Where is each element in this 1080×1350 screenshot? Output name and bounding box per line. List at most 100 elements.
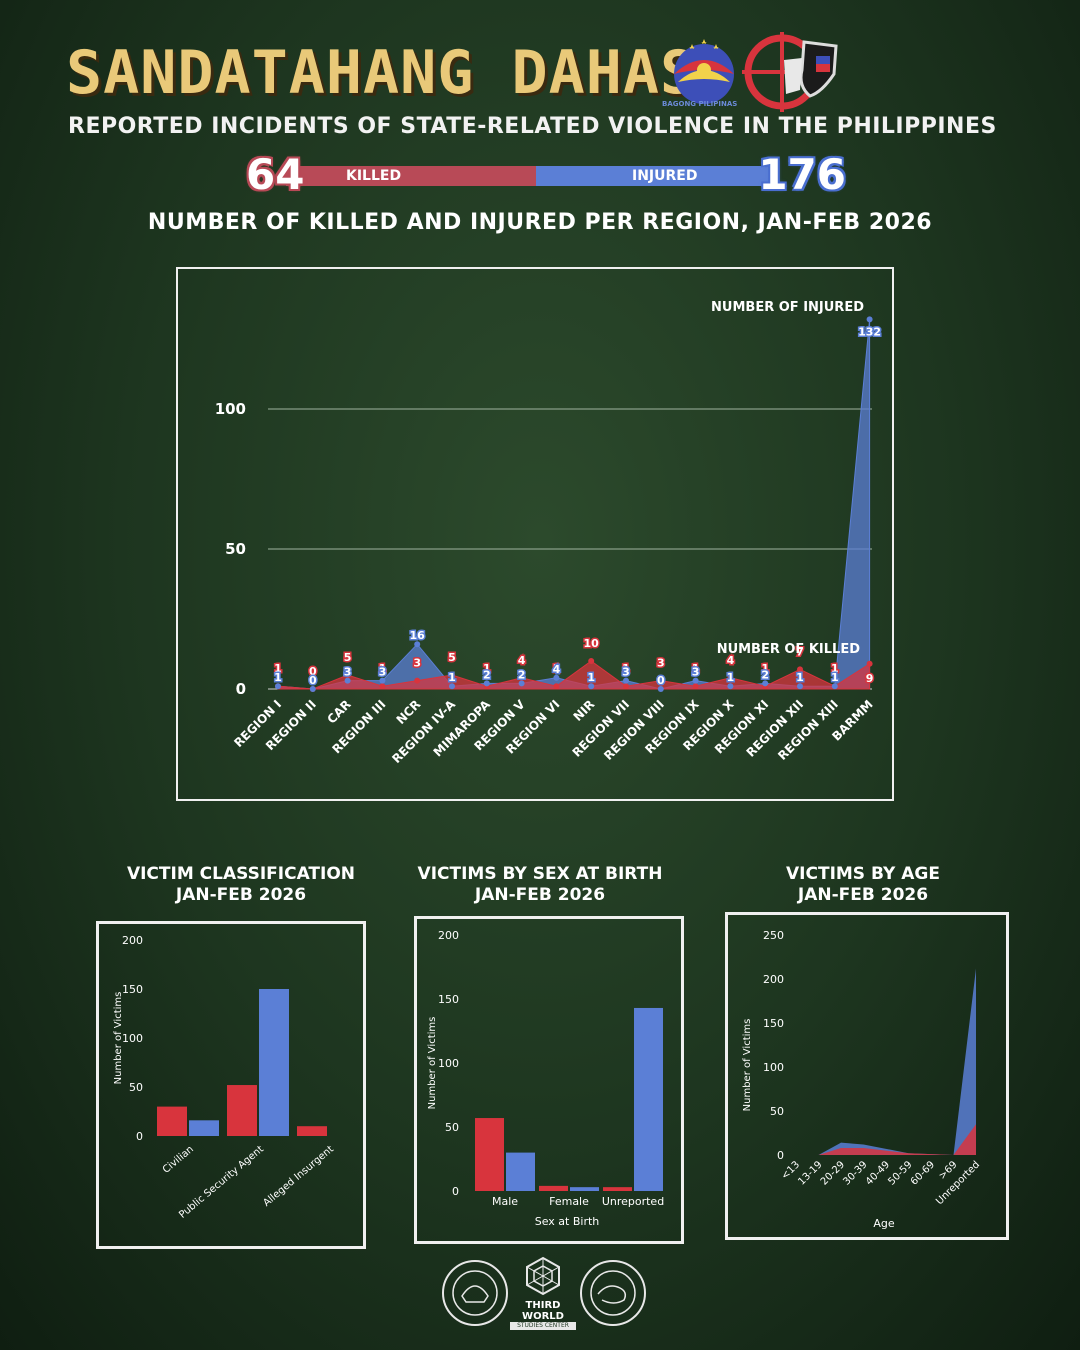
injured-point [762,680,769,687]
killed-data-label: 4 [727,654,735,667]
killed-point [449,672,455,678]
sex-chart: 0 50 100 150 200 Male Female Unreported Number o… [427,929,664,1228]
killed-point [657,677,664,684]
killed-data-label: 3 [413,657,421,670]
injured-point [831,683,838,690]
y-axis-label: Number of Victims [113,992,124,1085]
killed-data-label: 1 [553,662,561,675]
age-title-line: VICTIMS BY AGE [786,864,940,884]
killed-total: 64 [246,150,305,199]
y-tick-label: 200 [122,934,143,947]
third-world-logo: THIRD WORLD STUDIES CENTER [510,1256,576,1330]
third-world-line1: THIRD WORLD [522,1300,564,1322]
killed-point [623,683,629,690]
injured-point [483,680,490,687]
sex-period-line: JAN-FEB 2026 [474,885,606,905]
y-axis-label: Number of Victims [742,1019,753,1112]
injured-point [797,683,803,690]
killed-data-label: 4 [518,654,526,667]
killed-data-label: 10 [584,637,600,650]
killed-point [727,674,734,681]
x-tick-label: 50-59 [886,1159,914,1187]
injured-total: 176 [758,150,846,199]
injured-point [727,683,734,690]
injured-data-label: 4 [553,663,561,676]
y-tick-label: 200 [763,973,784,986]
logo-caption: BAGONG PILIPINAS [662,100,738,108]
injured-data-label: 1 [274,671,282,684]
age-chart-title: VICTIMS BY AGE JAN-FEB 2026 [725,864,1001,906]
injured-data-label: 3 [379,666,387,679]
university-seal-icon [442,1260,508,1326]
y-tick-label: 100 [438,1057,459,1070]
sex-chart-title: VICTIMS BY SEX AT BIRTH JAN-FEB 2026 [405,864,675,906]
age-period-line: JAN-FEB 2026 [797,885,929,905]
injured-point [379,677,386,684]
y-axis-label: Number of Victims [427,1017,438,1110]
x-tick-label: Alleged Insurgent [261,1144,336,1209]
injured-point [623,677,629,684]
injured-data-label: 132 [858,325,881,338]
x-axis-label: Sex at Birth [535,1215,600,1228]
blue-bar [570,1187,599,1191]
injured-data-label: 1 [831,671,839,684]
killed-point [866,660,873,667]
blue-area [796,968,976,1155]
classification-title-line: VICTIM CLASSIFICATION [126,864,356,884]
injured-data-label: 3 [692,666,700,679]
killed-series-label: NUMBER OF KILLED [717,642,861,657]
y-tick-label: 0 [236,680,246,698]
sex-title-line: VICTIMS BY SEX AT BIRTH [417,864,663,884]
killed-data-label: 1 [274,662,282,675]
blue-bar [189,1120,219,1136]
college-seal-icon [580,1260,646,1326]
killed-point [518,674,525,681]
red-bar [227,1085,257,1136]
injured-label: INJURED [632,168,698,184]
killed-series-area [277,660,871,690]
x-tick-label: 40-49 [864,1159,892,1187]
killed-point [692,683,699,690]
injured-data-label: 1 [727,671,735,684]
x-axis-label: Age [873,1217,895,1230]
y-tick-label: 200 [438,929,459,942]
y-tick-label: 100 [122,1032,143,1045]
page-subtitle: REPORTED INCIDENTS OF STATE-RELATED VIOL… [68,114,997,139]
y-tick-label: 50 [225,540,246,558]
injured-data-label: 0 [657,674,665,687]
x-tick-label: Unreported [602,1195,664,1208]
blue-bar [634,1007,663,1191]
killed-data-label: 0 [309,665,317,678]
injured-data-label: 2 [518,668,526,681]
region-chart-frame: 0 50 100 1 0 5 1 3 5 1 4 1 10 1 3 1 4 1 7 1 9 1 0 3 3 16 1 2 2 4 1 3 0 3 1… [176,267,894,801]
killed-label: KILLED [346,168,402,184]
injured-data-label: 1 [796,671,804,684]
age-chart-frame: 0 50 100 150 200 250 <13 13-19 20-29 30-39 40-49 50… [725,912,1009,1240]
y-tick-label: 50 [445,1121,459,1134]
y-tick-label: 100 [763,1061,784,1074]
x-tick-label: 30-39 [841,1159,869,1187]
injured-point [588,683,595,690]
killed-data-label: 9 [866,672,874,685]
killed-data-label: 1 [379,662,387,675]
y-tick-label: 100 [215,400,246,418]
y-tick-label: 0 [452,1185,459,1198]
red-bar [475,1118,504,1191]
totals-bar: 64 KILLED INJURED 176 [246,150,846,199]
killed-data-label: 1 [622,662,630,675]
x-tick-label: NIR [571,697,598,724]
killed-data-label: 1 [692,662,700,675]
killed-point [553,683,560,690]
age-chart: 050100150200250<1313-1920-2930-3940-4950… [742,929,982,1230]
injured-series-label: NUMBER OF INJURED [711,300,864,315]
injured-data-label: 1 [587,671,595,684]
injured-data-label: 16 [410,629,426,642]
x-tick-label: 13-19 [796,1159,824,1187]
injured-data-label: 2 [483,668,491,681]
killed-point [797,666,803,673]
killed-data-label: 5 [344,651,352,664]
injured-point [657,686,664,692]
y-tick-label: 150 [763,1017,784,1030]
classification-chart-title: VICTIM CLASSIFICATION JAN-FEB 2026 [96,864,386,906]
